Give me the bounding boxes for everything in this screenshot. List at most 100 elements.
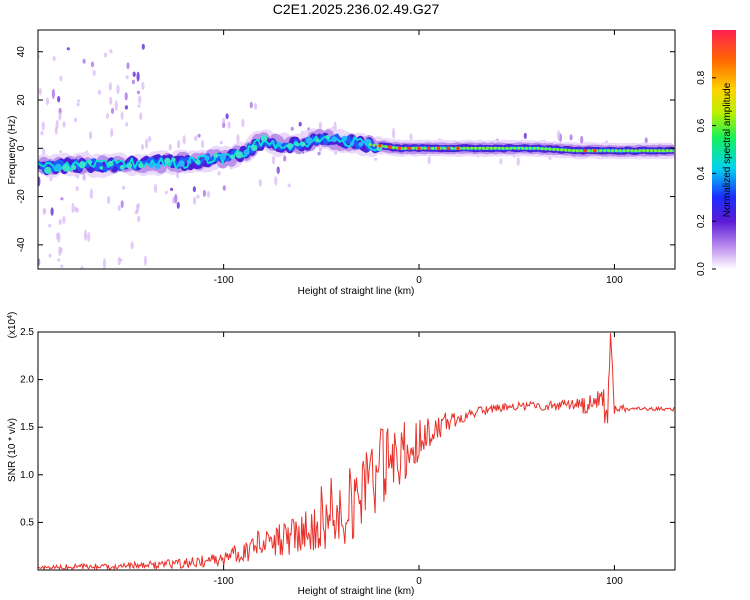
spectrogram-core <box>607 149 611 153</box>
spectrogram-speckle <box>271 155 276 165</box>
colorbar-tick-label: 0.6 <box>696 118 707 132</box>
spectrogram-core <box>587 149 591 153</box>
spectrogram-speckle <box>102 258 107 269</box>
spectrogram-speckle <box>102 269 105 274</box>
spectrogram-core <box>470 146 474 150</box>
spectrogram-speckle <box>82 173 86 180</box>
spectrogram-core <box>509 146 513 150</box>
spectrogram-speckle <box>57 95 61 103</box>
snr-series-line <box>38 333 675 570</box>
spectrogram-speckle <box>516 157 520 166</box>
spectrogram-speckle <box>140 144 145 150</box>
spectrogram-speckle <box>274 176 278 186</box>
spectrogram-blob <box>277 142 282 147</box>
snr-panel: -100 0 100 0.5 1.0 1.5 2.0 2.5 Height of straig… <box>7 312 676 597</box>
spectrogram-blob <box>186 159 192 165</box>
snr-multiplier-exp: 4 <box>7 315 14 319</box>
spectrogram-speckle <box>499 158 503 165</box>
spectrogram-speckle <box>168 143 172 151</box>
spectrogram-core <box>575 149 579 153</box>
spectrogram-speckle <box>176 201 180 209</box>
spectrogram-speckle <box>196 194 200 199</box>
spectrogram-core <box>552 147 556 151</box>
spectrogram-speckle <box>89 188 93 200</box>
spectrogram-xtick-label: 100 <box>606 275 623 286</box>
spectrogram-speckle <box>104 52 108 58</box>
spectrogram-blob <box>154 163 161 170</box>
spectrogram-speckle <box>141 81 145 90</box>
spectrogram-speckle <box>374 157 378 161</box>
spectrogram-speckle <box>74 206 78 212</box>
spectrogram-ytick-label: -20 <box>16 189 27 204</box>
spectrogram-speckle <box>287 183 291 188</box>
snr-xtick-label: 0 <box>416 576 422 587</box>
spectrogram-peak <box>407 146 411 150</box>
spectrogram-core <box>513 146 517 150</box>
spectrogram-core <box>462 146 466 150</box>
spectrogram-speckle <box>392 127 396 139</box>
spectrogram-speckle <box>139 112 143 121</box>
spectrogram-speckle <box>58 112 62 121</box>
spectrogram-core <box>579 149 583 153</box>
spectrogram-speckle <box>57 258 61 262</box>
spectrogram-speckle <box>317 151 321 156</box>
spectrogram-speckle <box>130 241 134 250</box>
spectrogram-core <box>392 146 396 150</box>
spectrogram-speckle <box>49 283 52 286</box>
spectrogram-speckle <box>258 179 262 187</box>
spectrogram-core <box>485 146 489 150</box>
spectrogram-speckle <box>236 134 240 143</box>
spectrogram-blob <box>235 151 243 159</box>
spectrogram-blob <box>99 166 103 170</box>
spectrogram-speckle <box>427 156 431 165</box>
spectrogram-speckle <box>148 136 152 143</box>
colorbar-gradient <box>712 30 736 269</box>
spectrogram-blob <box>300 141 306 147</box>
spectrogram-speckle <box>38 88 42 96</box>
spectrogram-speckle <box>62 215 66 224</box>
spectrogram-core <box>532 146 536 150</box>
spectrogram-blob <box>358 141 364 147</box>
spectrogram-speckle <box>217 171 221 176</box>
spectrogram-speckle <box>83 229 88 241</box>
spectrogram-frame <box>37 29 676 270</box>
snr-ytick-label: 2.5 <box>20 327 34 338</box>
spectrogram-speckle <box>126 62 130 70</box>
spectrogram-speckle <box>201 139 205 149</box>
spectrogram-peak <box>427 146 431 150</box>
spectrogram-speckle <box>108 82 112 91</box>
spectrogram-core <box>603 149 607 153</box>
spectrogram-ytick-label: -40 <box>16 237 27 252</box>
spectrogram-blob <box>164 157 171 165</box>
spectrogram-ytick-label: 20 <box>16 94 27 106</box>
spectrogram-blob <box>148 162 155 168</box>
spectrogram-core <box>524 146 529 150</box>
spectrogram-core <box>599 149 603 153</box>
spectrogram-core <box>403 146 407 150</box>
spectrogram-speckle <box>580 135 584 145</box>
spectrogram-core <box>556 148 560 152</box>
spectrogram-speckle <box>253 102 258 110</box>
spectrogram-speckle <box>318 121 322 130</box>
spectrogram-speckle <box>89 131 93 140</box>
spectrogram-core <box>497 146 501 150</box>
spectrogram-core <box>650 149 654 153</box>
spectrogram-core <box>665 149 669 153</box>
spectrogram-speckle <box>290 126 294 131</box>
spectrogram-speckle <box>45 97 50 106</box>
spectrogram-core <box>493 146 497 150</box>
spectrogram-speckle <box>59 75 63 82</box>
spectrogram-peak <box>417 146 421 150</box>
spectrogram-speckle <box>109 96 113 106</box>
spectrogram-speckle <box>73 273 76 282</box>
spectrogram-blob <box>243 149 250 156</box>
spectrogram-blob <box>70 164 77 171</box>
spectrogram-speckle <box>409 133 413 140</box>
spectrogram-speckle <box>124 105 128 110</box>
spectrogram-speckle <box>145 138 149 149</box>
spectrogram-core <box>384 145 388 149</box>
spectrogram-speckle <box>82 58 86 64</box>
spectrogram-speckle <box>58 150 63 154</box>
spectrogram-core <box>505 146 509 150</box>
spectrogram-speckle <box>62 121 66 128</box>
